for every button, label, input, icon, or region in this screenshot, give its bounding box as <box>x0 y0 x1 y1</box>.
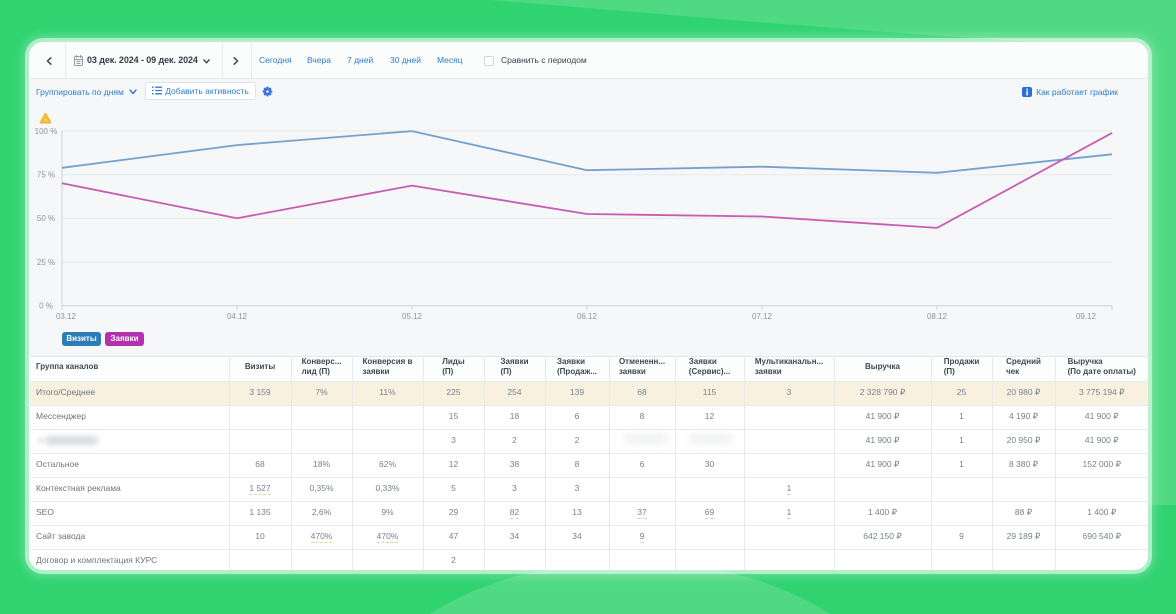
svg-text:0 %: 0 % <box>39 302 53 311</box>
svg-text:75 %: 75 % <box>37 171 55 180</box>
svg-text:05.12: 05.12 <box>402 312 423 321</box>
svg-text:25 %: 25 % <box>37 258 55 267</box>
svg-text:04.12: 04.12 <box>227 312 248 321</box>
svg-text:03.12: 03.12 <box>56 312 77 321</box>
svg-text:50 %: 50 % <box>37 214 55 223</box>
svg-text:08.12: 08.12 <box>927 312 948 321</box>
svg-text:100 %: 100 % <box>35 127 58 136</box>
svg-text:09.12: 09.12 <box>1076 312 1097 321</box>
svg-text:07.12: 07.12 <box>752 312 773 321</box>
svg-text:06.12: 06.12 <box>577 312 598 321</box>
